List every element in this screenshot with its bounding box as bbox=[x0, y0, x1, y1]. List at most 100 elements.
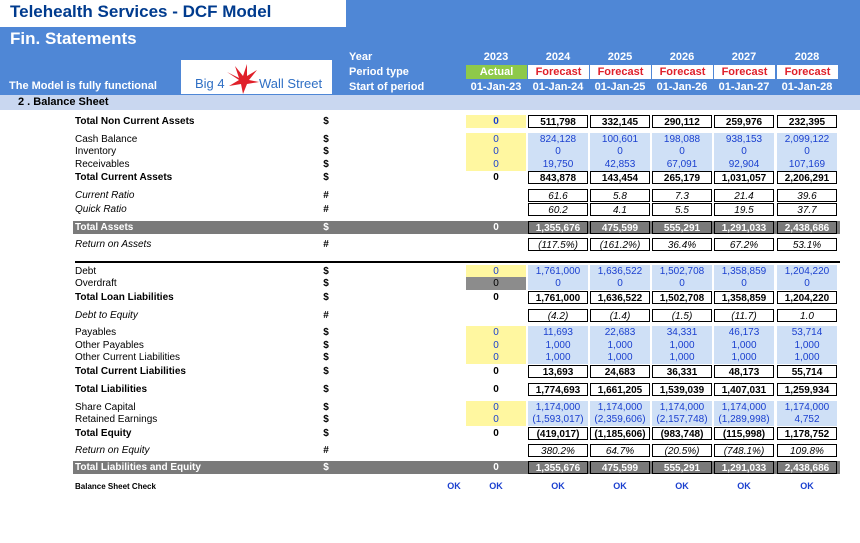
value-cell[interactable]: 2,206,291 bbox=[777, 171, 837, 184]
value-cell[interactable]: 1,636,522 bbox=[590, 265, 650, 278]
value-cell[interactable]: (161.2%) bbox=[590, 238, 650, 251]
value-cell[interactable]: (748.1%) bbox=[714, 444, 774, 457]
value-cell[interactable]: 0 bbox=[493, 462, 499, 473]
value-cell[interactable]: (983,748) bbox=[652, 427, 712, 440]
value-cell[interactable]: 2,099,122 bbox=[777, 133, 837, 146]
value-cell[interactable]: 22,683 bbox=[590, 326, 650, 339]
value-cell[interactable]: 0 bbox=[466, 145, 526, 158]
value-cell[interactable]: 0 bbox=[652, 145, 712, 158]
value-cell[interactable]: (1,289,998) bbox=[714, 413, 774, 426]
value-cell[interactable]: 1,636,522 bbox=[590, 291, 650, 304]
value-cell[interactable]: 0 bbox=[466, 277, 526, 290]
value-cell[interactable] bbox=[466, 309, 526, 322]
value-cell[interactable]: 19.5 bbox=[714, 203, 774, 216]
value-cell[interactable]: 1,259,934 bbox=[777, 383, 837, 396]
value-cell[interactable]: 290,112 bbox=[652, 115, 712, 128]
value-cell[interactable]: 1,178,752 bbox=[777, 427, 837, 440]
value-cell[interactable]: 1,355,676 bbox=[528, 461, 588, 474]
value-cell[interactable]: 55,714 bbox=[777, 365, 837, 378]
value-cell[interactable]: 5.5 bbox=[652, 203, 712, 216]
value-cell[interactable]: (1.5) bbox=[652, 309, 712, 322]
value-cell[interactable]: 42,853 bbox=[590, 158, 650, 171]
value-cell[interactable]: 1,761,000 bbox=[528, 291, 588, 304]
value-cell[interactable]: 67.2% bbox=[714, 238, 774, 251]
value-cell[interactable]: 0 bbox=[652, 277, 712, 290]
value-cell[interactable]: 4.1 bbox=[590, 203, 650, 216]
value-cell[interactable]: (1.4) bbox=[590, 309, 650, 322]
value-cell[interactable]: 0 bbox=[528, 277, 588, 290]
value-cell[interactable]: 64.7% bbox=[590, 444, 650, 457]
value-cell[interactable]: 555,291 bbox=[652, 461, 712, 474]
value-cell[interactable]: 265,179 bbox=[652, 171, 712, 184]
value-cell[interactable]: 107,169 bbox=[777, 158, 837, 171]
value-cell[interactable]: 143,454 bbox=[590, 171, 650, 184]
value-cell[interactable]: 1.0 bbox=[777, 309, 837, 322]
value-cell[interactable]: 5.8 bbox=[590, 189, 650, 202]
value-cell[interactable]: 824,128 bbox=[528, 133, 588, 146]
value-cell[interactable]: 1,358,859 bbox=[714, 265, 774, 278]
value-cell[interactable]: 1,174,000 bbox=[590, 401, 650, 414]
value-cell[interactable]: 1,000 bbox=[590, 339, 650, 352]
value-cell[interactable]: 1,291,033 bbox=[714, 461, 774, 474]
value-cell[interactable]: 1,174,000 bbox=[714, 401, 774, 414]
value-cell[interactable]: 1,000 bbox=[528, 351, 588, 364]
value-cell[interactable]: 511,798 bbox=[528, 115, 588, 128]
value-cell[interactable]: 0 bbox=[466, 158, 526, 171]
value-cell[interactable]: 1,174,000 bbox=[777, 401, 837, 414]
value-cell[interactable]: 61.6 bbox=[528, 189, 588, 202]
value-cell[interactable]: (11.7) bbox=[714, 309, 774, 322]
value-cell[interactable]: 1,661,205 bbox=[590, 383, 650, 396]
value-cell[interactable]: (117.5%) bbox=[528, 238, 588, 251]
value-cell[interactable]: 0 bbox=[466, 351, 526, 364]
value-cell[interactable]: (4.2) bbox=[528, 309, 588, 322]
value-cell[interactable]: (2,359,606) bbox=[590, 413, 650, 426]
value-cell[interactable]: 92,904 bbox=[714, 158, 774, 171]
value-cell[interactable]: 39.6 bbox=[777, 189, 837, 202]
value-cell[interactable]: 0 bbox=[714, 145, 774, 158]
value-cell[interactable]: 1,204,220 bbox=[777, 265, 837, 278]
value-cell[interactable]: 2,438,686 bbox=[777, 221, 837, 234]
value-cell[interactable]: 19,750 bbox=[528, 158, 588, 171]
value-cell[interactable]: 37.7 bbox=[777, 203, 837, 216]
value-cell[interactable]: 0 bbox=[466, 326, 526, 339]
value-cell[interactable]: (20.5%) bbox=[652, 444, 712, 457]
value-cell[interactable]: 53.1% bbox=[777, 238, 837, 251]
value-cell[interactable]: 1,000 bbox=[652, 351, 712, 364]
value-cell[interactable]: 1,174,000 bbox=[528, 401, 588, 414]
value-cell[interactable]: 0 bbox=[493, 428, 499, 439]
value-cell[interactable]: 0 bbox=[493, 172, 499, 183]
value-cell[interactable]: 0 bbox=[466, 339, 526, 352]
value-cell[interactable]: 938,153 bbox=[714, 133, 774, 146]
value-cell[interactable]: 475,599 bbox=[590, 461, 650, 474]
value-cell[interactable]: 1,000 bbox=[528, 339, 588, 352]
value-cell[interactable]: (1,593,017) bbox=[528, 413, 588, 426]
value-cell[interactable]: 1,355,676 bbox=[528, 221, 588, 234]
value-cell[interactable] bbox=[466, 189, 526, 202]
value-cell[interactable]: 0 bbox=[466, 133, 526, 146]
value-cell[interactable]: 1,774,693 bbox=[528, 383, 588, 396]
value-cell[interactable]: 1,000 bbox=[777, 351, 837, 364]
value-cell[interactable]: 2,438,686 bbox=[777, 461, 837, 474]
value-cell[interactable]: 0 bbox=[493, 292, 499, 303]
value-cell[interactable]: 7.3 bbox=[652, 189, 712, 202]
value-cell[interactable]: 13,693 bbox=[528, 365, 588, 378]
value-cell[interactable]: 259,976 bbox=[714, 115, 774, 128]
value-cell[interactable]: 109.8% bbox=[777, 444, 837, 457]
value-cell[interactable]: 60.2 bbox=[528, 203, 588, 216]
value-cell[interactable]: 36,331 bbox=[652, 365, 712, 378]
value-cell[interactable]: 0 bbox=[590, 145, 650, 158]
value-cell[interactable]: 0 bbox=[493, 222, 499, 233]
value-cell[interactable]: (115,998) bbox=[714, 427, 774, 440]
value-cell[interactable]: 21.4 bbox=[714, 189, 774, 202]
value-cell[interactable]: 380.2% bbox=[528, 444, 588, 457]
value-cell[interactable]: 24,683 bbox=[590, 365, 650, 378]
value-cell[interactable]: 1,204,220 bbox=[777, 291, 837, 304]
value-cell[interactable]: 1,000 bbox=[777, 339, 837, 352]
value-cell[interactable] bbox=[466, 238, 526, 251]
value-cell[interactable]: (1,185,606) bbox=[590, 427, 650, 440]
value-cell[interactable]: 0 bbox=[466, 115, 526, 128]
value-cell[interactable]: 100,601 bbox=[590, 133, 650, 146]
value-cell[interactable]: 36.4% bbox=[652, 238, 712, 251]
value-cell[interactable]: 67,091 bbox=[652, 158, 712, 171]
value-cell[interactable]: 1,031,057 bbox=[714, 171, 774, 184]
